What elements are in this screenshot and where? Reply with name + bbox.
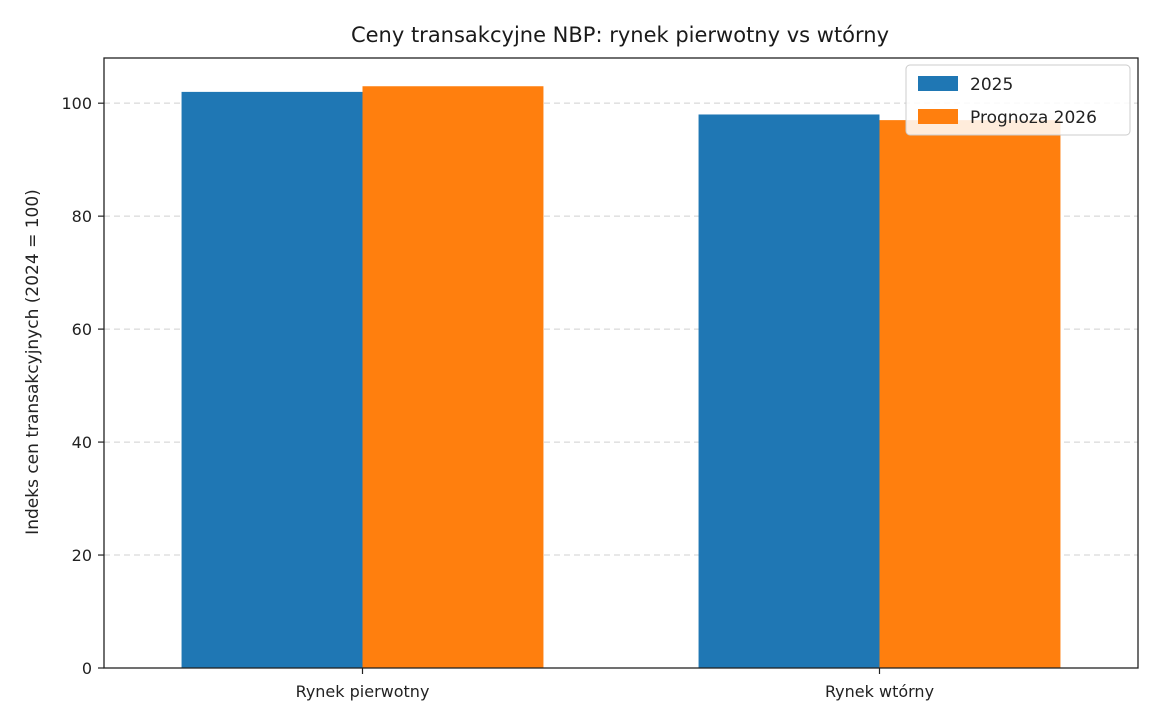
legend-swatch	[918, 109, 958, 124]
y-axis-ticks: 0 20 40 60 80 100	[61, 94, 104, 678]
x-tick-label: Rynek wtórny	[825, 682, 934, 701]
legend: 2025 Prognoza 2026	[905, 64, 1131, 136]
legend-label: 2025	[970, 75, 1013, 95]
legend-swatch	[918, 76, 958, 91]
chart-title: Ceny transakcyjne NBP: rynek pierwotny v…	[351, 23, 889, 47]
y-tick-label: 40	[72, 433, 92, 452]
y-tick-label: 20	[72, 546, 92, 565]
y-tick-label: 80	[72, 207, 92, 226]
y-axis-label: Indeks cen transakcyjnych (2024 = 100)	[23, 189, 43, 535]
y-tick-label: 60	[72, 320, 92, 339]
bar	[698, 114, 880, 668]
x-axis-ticks: Rynek pierwotny Rynek wtórny	[296, 668, 934, 701]
bar	[181, 91, 363, 668]
bar	[362, 86, 544, 669]
x-tick-label: Rynek pierwotny	[296, 682, 430, 701]
legend-box	[905, 64, 1131, 136]
bar	[879, 120, 1061, 668]
legend-label: Prognoza 2026	[970, 108, 1097, 128]
bars	[181, 86, 1061, 669]
y-tick-label: 0	[82, 659, 92, 678]
plot-frame	[103, 57, 1139, 669]
y-tick-label: 100	[61, 94, 92, 113]
